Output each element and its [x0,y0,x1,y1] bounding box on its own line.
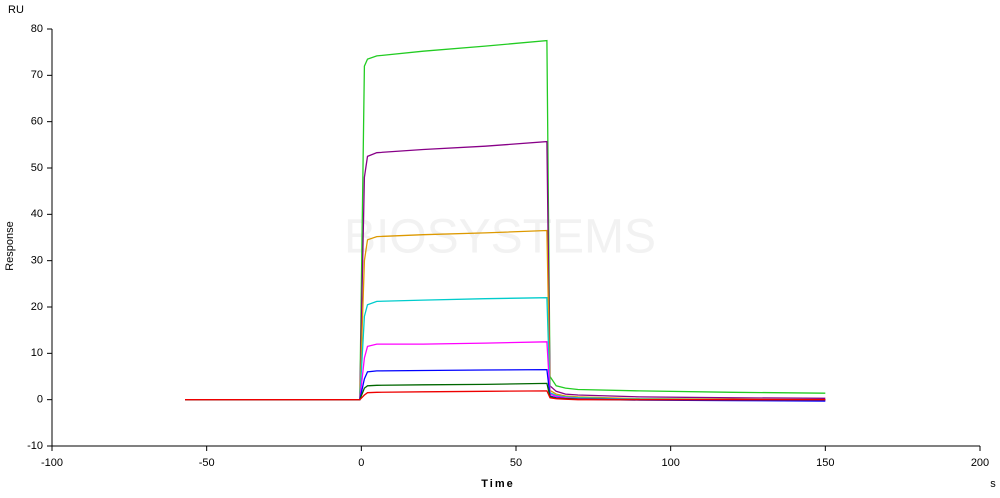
y-tick-label: 70 [31,69,43,81]
y-unit: RU [8,4,24,16]
x-tick-label: -50 [199,457,215,469]
x-unit: s [990,478,996,490]
x-axis-label: Time [481,478,514,490]
series-line [185,140,826,401]
y-tick-label: 60 [31,116,43,128]
y-tick-label: 10 [31,347,43,359]
x-tick-label: -100 [41,457,63,469]
y-tick-label: 0 [37,394,43,406]
y-tick-label: 80 [31,23,43,35]
series-line [185,39,826,401]
series-line [185,229,826,401]
x-tick-label: 0 [358,457,364,469]
x-tick-label: 100 [661,457,679,469]
y-tick-label: 30 [31,255,43,267]
y-tick-label: 20 [31,301,43,313]
x-tick-label: 200 [971,457,989,469]
x-tick-label: 150 [816,457,834,469]
series-line [185,390,826,401]
y-tick-label: 50 [31,162,43,174]
y-tick-label: 40 [31,208,43,220]
y-tick-label: -10 [27,440,43,452]
y-axis-label: Response [4,221,16,271]
series-line [185,368,826,402]
series-line [185,297,826,401]
watermark: BIOSYSTEMS [344,211,656,264]
x-tick-label: 50 [510,457,522,469]
